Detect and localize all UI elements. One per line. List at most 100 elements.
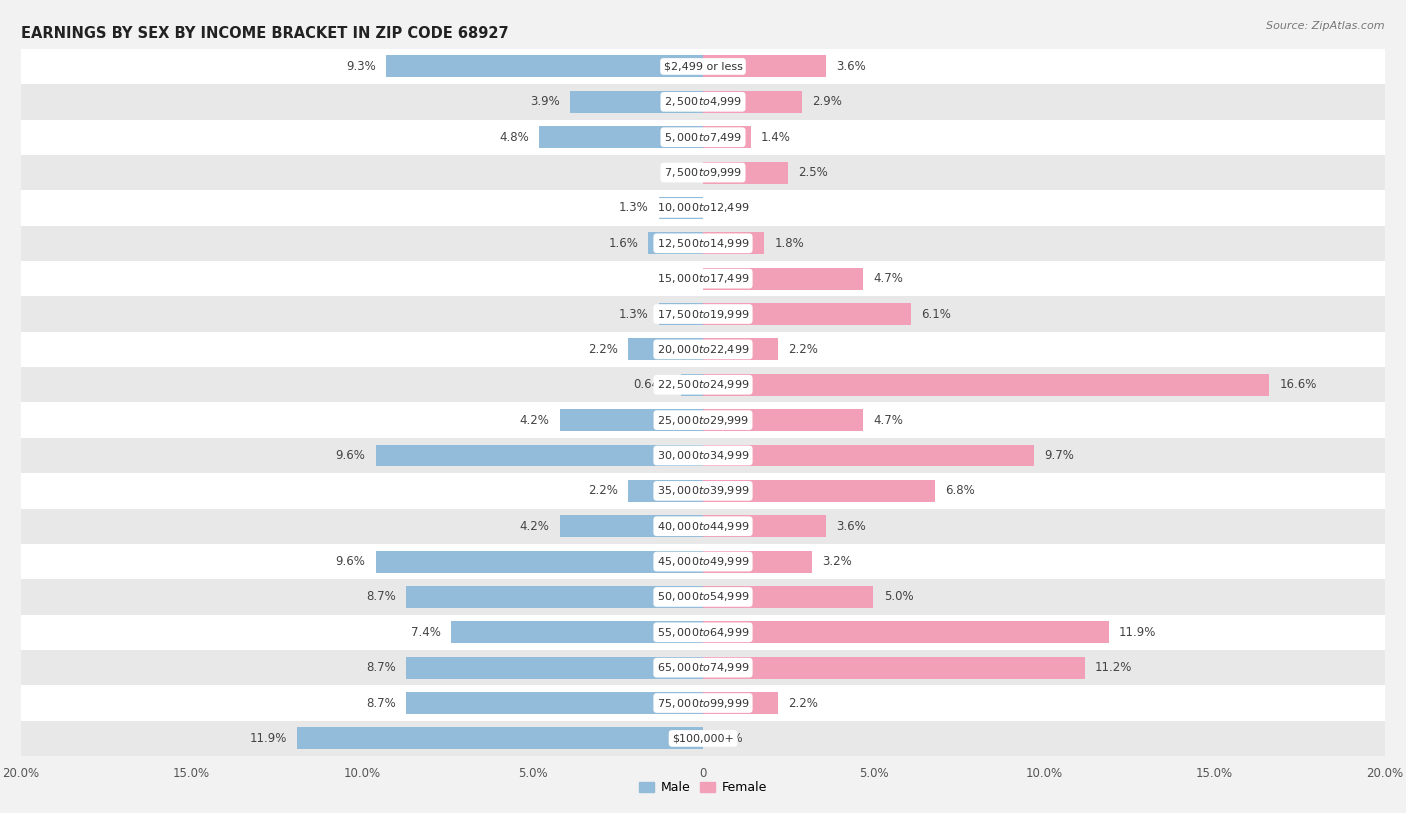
Bar [681, 374, 703, 396]
Text: 11.2%: 11.2% [1095, 661, 1132, 674]
Text: 0.0%: 0.0% [664, 272, 693, 285]
Text: 1.3%: 1.3% [619, 202, 648, 215]
Bar [21, 49, 1385, 85]
Text: 0.64%: 0.64% [634, 378, 671, 391]
Text: 2.2%: 2.2% [588, 485, 617, 498]
Bar [703, 55, 825, 77]
Text: 9.6%: 9.6% [336, 555, 366, 568]
Bar [703, 162, 789, 184]
Text: 3.6%: 3.6% [837, 60, 866, 73]
Bar [21, 85, 1385, 120]
Bar [451, 621, 703, 643]
Bar [703, 374, 1270, 396]
Text: $2,499 or less: $2,499 or less [664, 62, 742, 72]
Text: 9.7%: 9.7% [1045, 449, 1074, 462]
Text: 2.2%: 2.2% [789, 697, 818, 710]
Text: $20,000 to $22,499: $20,000 to $22,499 [657, 343, 749, 356]
Text: 1.8%: 1.8% [775, 237, 804, 250]
Text: 3.6%: 3.6% [837, 520, 866, 533]
Bar [406, 586, 703, 608]
Text: 16.6%: 16.6% [1279, 378, 1316, 391]
Text: 0.0%: 0.0% [713, 202, 742, 215]
Bar [21, 367, 1385, 402]
Text: 9.6%: 9.6% [336, 449, 366, 462]
Bar [703, 515, 825, 537]
Text: 4.7%: 4.7% [873, 272, 903, 285]
Text: 3.9%: 3.9% [530, 95, 560, 108]
Text: 3.2%: 3.2% [823, 555, 852, 568]
Text: $10,000 to $12,499: $10,000 to $12,499 [657, 202, 749, 215]
Bar [703, 586, 873, 608]
Bar [21, 402, 1385, 437]
Bar [21, 120, 1385, 155]
Bar [21, 720, 1385, 756]
Bar [21, 155, 1385, 190]
Text: $40,000 to $44,999: $40,000 to $44,999 [657, 520, 749, 533]
Bar [21, 615, 1385, 650]
Text: 0.0%: 0.0% [664, 166, 693, 179]
Bar [703, 91, 801, 113]
Bar [569, 91, 703, 113]
Bar [21, 685, 1385, 720]
Text: 5.0%: 5.0% [884, 590, 914, 603]
Bar [21, 190, 1385, 226]
Bar [703, 267, 863, 289]
Text: 1.4%: 1.4% [761, 131, 790, 144]
Text: 2.2%: 2.2% [789, 343, 818, 356]
Text: 6.1%: 6.1% [921, 307, 950, 320]
Text: Source: ZipAtlas.com: Source: ZipAtlas.com [1267, 21, 1385, 31]
Text: $45,000 to $49,999: $45,000 to $49,999 [657, 555, 749, 568]
Text: 4.2%: 4.2% [520, 414, 550, 427]
Text: $100,000+: $100,000+ [672, 733, 734, 743]
Bar [703, 621, 1109, 643]
Text: $50,000 to $54,999: $50,000 to $54,999 [657, 590, 749, 603]
Text: 8.7%: 8.7% [367, 661, 396, 674]
Text: 11.9%: 11.9% [1119, 626, 1156, 639]
Bar [385, 55, 703, 77]
Bar [21, 544, 1385, 579]
Bar [648, 233, 703, 254]
Bar [703, 409, 863, 431]
Text: $55,000 to $64,999: $55,000 to $64,999 [657, 626, 749, 639]
Bar [21, 332, 1385, 367]
Bar [297, 728, 703, 750]
Bar [628, 338, 703, 360]
Text: $7,500 to $9,999: $7,500 to $9,999 [664, 166, 742, 179]
Bar [703, 657, 1085, 679]
Bar [560, 409, 703, 431]
Text: 1.6%: 1.6% [609, 237, 638, 250]
Text: 4.7%: 4.7% [873, 414, 903, 427]
Legend: Male, Female: Male, Female [634, 776, 772, 799]
Text: $2,500 to $4,999: $2,500 to $4,999 [664, 95, 742, 108]
Bar [21, 579, 1385, 615]
Text: $5,000 to $7,499: $5,000 to $7,499 [664, 131, 742, 144]
Text: 8.7%: 8.7% [367, 697, 396, 710]
Text: $15,000 to $17,499: $15,000 to $17,499 [657, 272, 749, 285]
Text: 1.3%: 1.3% [619, 307, 648, 320]
Bar [21, 226, 1385, 261]
Text: $30,000 to $34,999: $30,000 to $34,999 [657, 449, 749, 462]
Bar [21, 473, 1385, 509]
Text: 0.0%: 0.0% [713, 732, 742, 745]
Bar [703, 233, 765, 254]
Text: $75,000 to $99,999: $75,000 to $99,999 [657, 697, 749, 710]
Bar [628, 480, 703, 502]
Bar [21, 509, 1385, 544]
Text: $25,000 to $29,999: $25,000 to $29,999 [657, 414, 749, 427]
Text: $12,500 to $14,999: $12,500 to $14,999 [657, 237, 749, 250]
Bar [540, 126, 703, 148]
Bar [703, 303, 911, 325]
Text: 11.9%: 11.9% [250, 732, 287, 745]
Text: 2.5%: 2.5% [799, 166, 828, 179]
Bar [375, 445, 703, 467]
Bar [703, 338, 778, 360]
Bar [703, 445, 1033, 467]
Bar [703, 550, 813, 572]
Text: 8.7%: 8.7% [367, 590, 396, 603]
Text: 2.2%: 2.2% [588, 343, 617, 356]
Text: 2.9%: 2.9% [813, 95, 842, 108]
Text: 4.2%: 4.2% [520, 520, 550, 533]
Text: $22,500 to $24,999: $22,500 to $24,999 [657, 378, 749, 391]
Bar [21, 437, 1385, 473]
Bar [21, 297, 1385, 332]
